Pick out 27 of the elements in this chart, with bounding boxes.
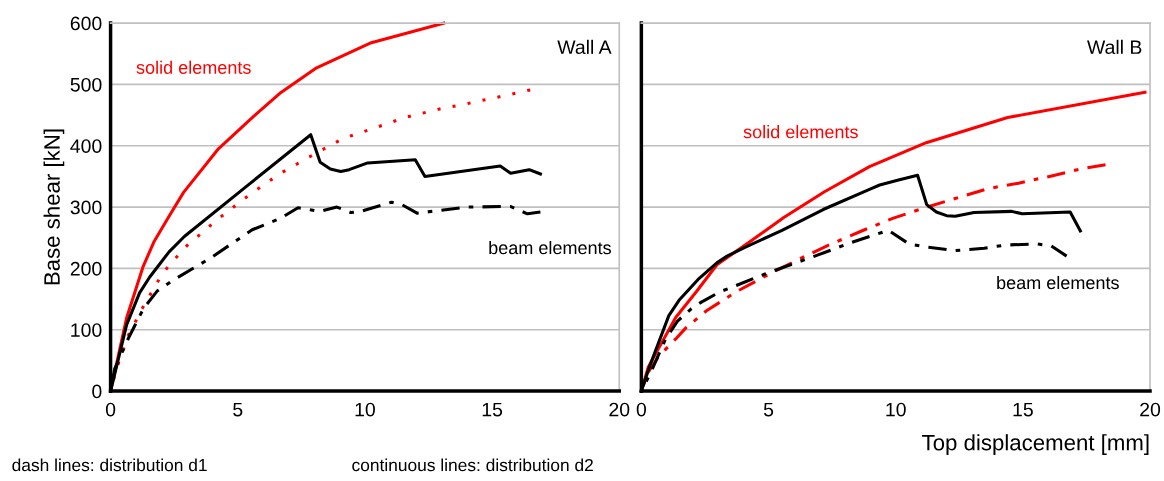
y-tick-label: 400 xyxy=(70,139,102,153)
text: dash lines: distribution d1 xyxy=(12,458,207,472)
annotation: Wall A xyxy=(557,39,612,55)
annotation: Wall B xyxy=(1087,39,1142,55)
x-tick-label: 20 xyxy=(609,402,630,417)
annotation: beam elements xyxy=(997,275,1119,290)
y-tick-label: 100 xyxy=(71,323,102,337)
text: continuous lines: distribution d2 xyxy=(352,458,593,472)
annotation: solid elements xyxy=(743,125,858,139)
y-tick-label: 600 xyxy=(70,16,102,31)
x-tick-label: 10 xyxy=(355,402,375,417)
x-tick-label: 15 xyxy=(482,402,503,417)
y-tick-label: 300 xyxy=(70,200,102,215)
y-tick-label: 0 xyxy=(92,384,102,399)
annotation: solid elements xyxy=(136,60,251,74)
x-tick-label: 15 xyxy=(1013,402,1033,417)
x-tick-label: 5 xyxy=(233,402,243,417)
y-axis-title: Base shear [kN] xyxy=(43,129,65,285)
x-tick-label: 0 xyxy=(105,402,116,417)
annotation: beam elements xyxy=(489,240,611,255)
x-axis-title: Top displacement [mm] xyxy=(922,434,1149,455)
x-tick-label: 20 xyxy=(1140,402,1161,417)
y-tick-label: 500 xyxy=(70,77,102,92)
x-tick-label: 10 xyxy=(886,402,906,417)
x-tick-label: 5 xyxy=(763,402,774,417)
y-tick-label: 200 xyxy=(70,261,102,276)
x-tick-label: 0 xyxy=(636,402,647,417)
